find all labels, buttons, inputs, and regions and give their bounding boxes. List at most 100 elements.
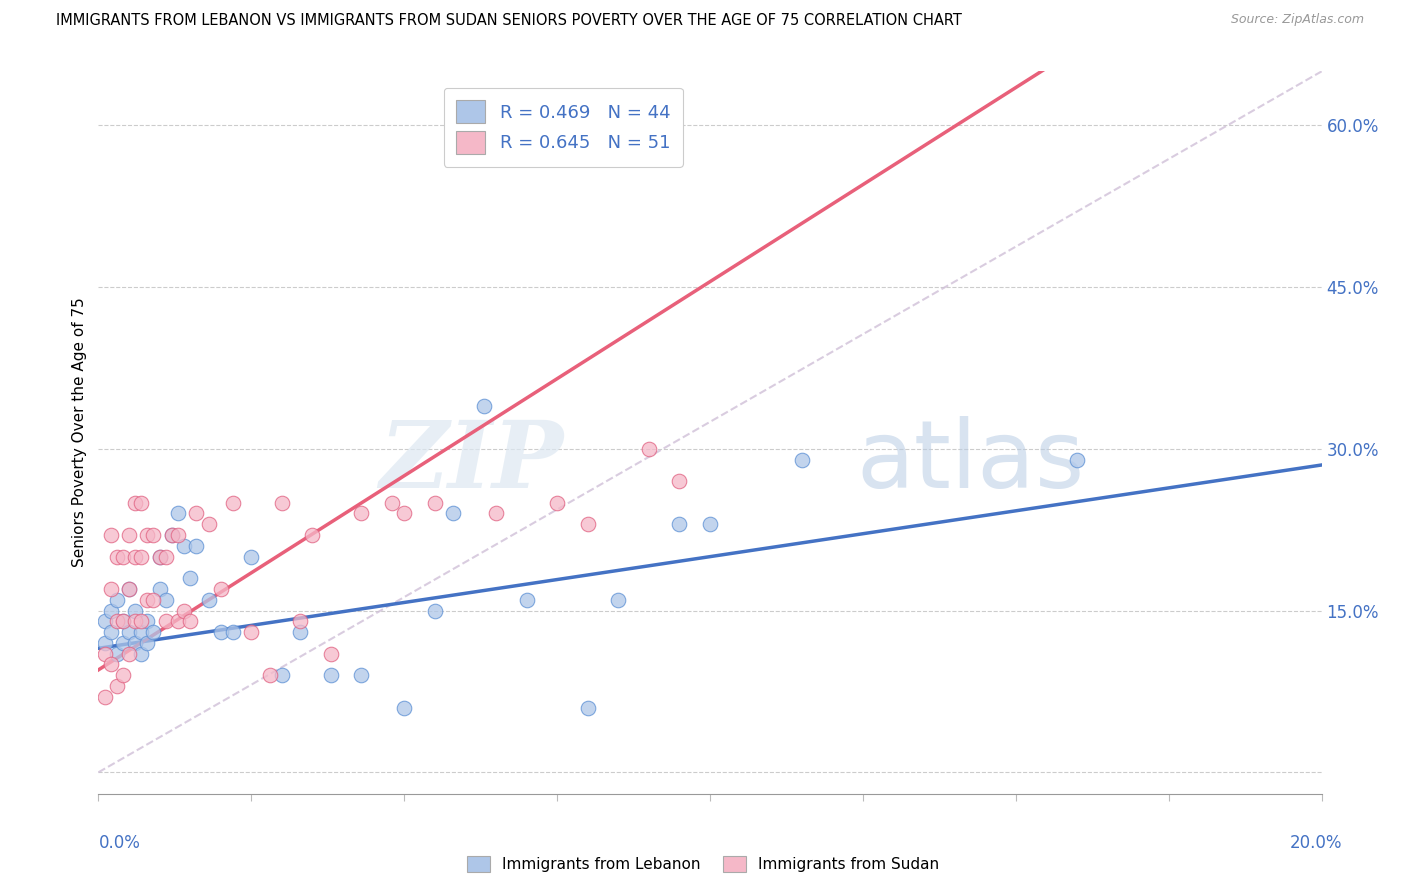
Point bbox=[124, 636, 146, 650]
Point bbox=[290, 615, 312, 629]
Point bbox=[209, 582, 232, 596]
Point bbox=[173, 603, 195, 617]
Point bbox=[142, 528, 165, 542]
Text: 0.0%: 0.0% bbox=[98, 834, 141, 852]
Point bbox=[222, 625, 245, 640]
Point bbox=[118, 647, 141, 661]
Point bbox=[423, 496, 446, 510]
Point bbox=[93, 690, 115, 704]
Point bbox=[105, 615, 128, 629]
Point bbox=[93, 647, 115, 661]
Point bbox=[111, 615, 134, 629]
Point bbox=[124, 549, 146, 564]
Point bbox=[111, 668, 134, 682]
Point bbox=[699, 517, 721, 532]
Point bbox=[186, 539, 208, 553]
Point bbox=[129, 625, 152, 640]
Text: ZIP: ZIP bbox=[380, 417, 564, 507]
Point bbox=[142, 592, 165, 607]
Point bbox=[124, 496, 146, 510]
Point bbox=[546, 496, 568, 510]
Text: IMMIGRANTS FROM LEBANON VS IMMIGRANTS FROM SUDAN SENIORS POVERTY OVER THE AGE OF: IMMIGRANTS FROM LEBANON VS IMMIGRANTS FR… bbox=[56, 13, 962, 29]
Point bbox=[111, 636, 134, 650]
Point bbox=[173, 539, 195, 553]
Point bbox=[197, 517, 219, 532]
Point bbox=[392, 507, 416, 521]
Point bbox=[105, 647, 128, 661]
Point bbox=[136, 528, 159, 542]
Point bbox=[186, 507, 208, 521]
Point bbox=[129, 615, 152, 629]
Point bbox=[105, 592, 128, 607]
Point bbox=[129, 549, 152, 564]
Legend: R = 0.469   N = 44, R = 0.645   N = 51: R = 0.469 N = 44, R = 0.645 N = 51 bbox=[444, 87, 683, 167]
Point bbox=[319, 668, 342, 682]
Point bbox=[319, 647, 342, 661]
Point bbox=[270, 496, 292, 510]
Y-axis label: Seniors Poverty Over the Age of 75: Seniors Poverty Over the Age of 75 bbox=[72, 298, 87, 567]
Point bbox=[240, 625, 263, 640]
Point bbox=[124, 603, 146, 617]
Point bbox=[167, 615, 190, 629]
Point bbox=[290, 625, 312, 640]
Point bbox=[111, 615, 134, 629]
Point bbox=[197, 592, 219, 607]
Point bbox=[790, 452, 813, 467]
Point bbox=[350, 507, 373, 521]
Point bbox=[100, 528, 122, 542]
Point bbox=[100, 603, 122, 617]
Point bbox=[381, 496, 404, 510]
Point bbox=[179, 615, 201, 629]
Point bbox=[155, 592, 177, 607]
Point bbox=[240, 549, 263, 564]
Point bbox=[118, 528, 141, 542]
Point bbox=[160, 528, 183, 542]
Point bbox=[179, 571, 201, 585]
Point bbox=[149, 549, 172, 564]
Point bbox=[516, 592, 538, 607]
Point bbox=[259, 668, 281, 682]
Text: Source: ZipAtlas.com: Source: ZipAtlas.com bbox=[1230, 13, 1364, 27]
Point bbox=[668, 517, 690, 532]
Point bbox=[118, 625, 141, 640]
Point bbox=[136, 592, 159, 607]
Point bbox=[142, 625, 165, 640]
Point bbox=[155, 615, 177, 629]
Point bbox=[209, 625, 232, 640]
Point bbox=[270, 668, 292, 682]
Point bbox=[576, 700, 599, 714]
Point bbox=[93, 615, 115, 629]
Point bbox=[105, 679, 128, 693]
Legend: Immigrants from Lebanon, Immigrants from Sudan: Immigrants from Lebanon, Immigrants from… bbox=[458, 848, 948, 880]
Point bbox=[100, 625, 122, 640]
Point bbox=[149, 549, 172, 564]
Point bbox=[607, 592, 630, 607]
Point bbox=[136, 615, 159, 629]
Point bbox=[637, 442, 661, 456]
Point bbox=[167, 528, 190, 542]
Point bbox=[485, 507, 508, 521]
Point bbox=[118, 582, 141, 596]
Point bbox=[472, 399, 495, 413]
Point bbox=[301, 528, 323, 542]
Point bbox=[105, 549, 128, 564]
Point bbox=[350, 668, 373, 682]
Text: 20.0%: 20.0% bbox=[1291, 834, 1343, 852]
Point bbox=[668, 474, 690, 488]
Point bbox=[149, 582, 172, 596]
Point bbox=[124, 615, 146, 629]
Point bbox=[576, 517, 599, 532]
Text: atlas: atlas bbox=[856, 416, 1085, 508]
Point bbox=[392, 700, 416, 714]
Point bbox=[93, 636, 115, 650]
Point bbox=[129, 647, 152, 661]
Point bbox=[100, 657, 122, 672]
Point bbox=[167, 507, 190, 521]
Point bbox=[160, 528, 183, 542]
Point bbox=[155, 549, 177, 564]
Point bbox=[100, 582, 122, 596]
Point bbox=[118, 582, 141, 596]
Point bbox=[111, 549, 134, 564]
Point bbox=[423, 603, 446, 617]
Point bbox=[1066, 452, 1088, 467]
